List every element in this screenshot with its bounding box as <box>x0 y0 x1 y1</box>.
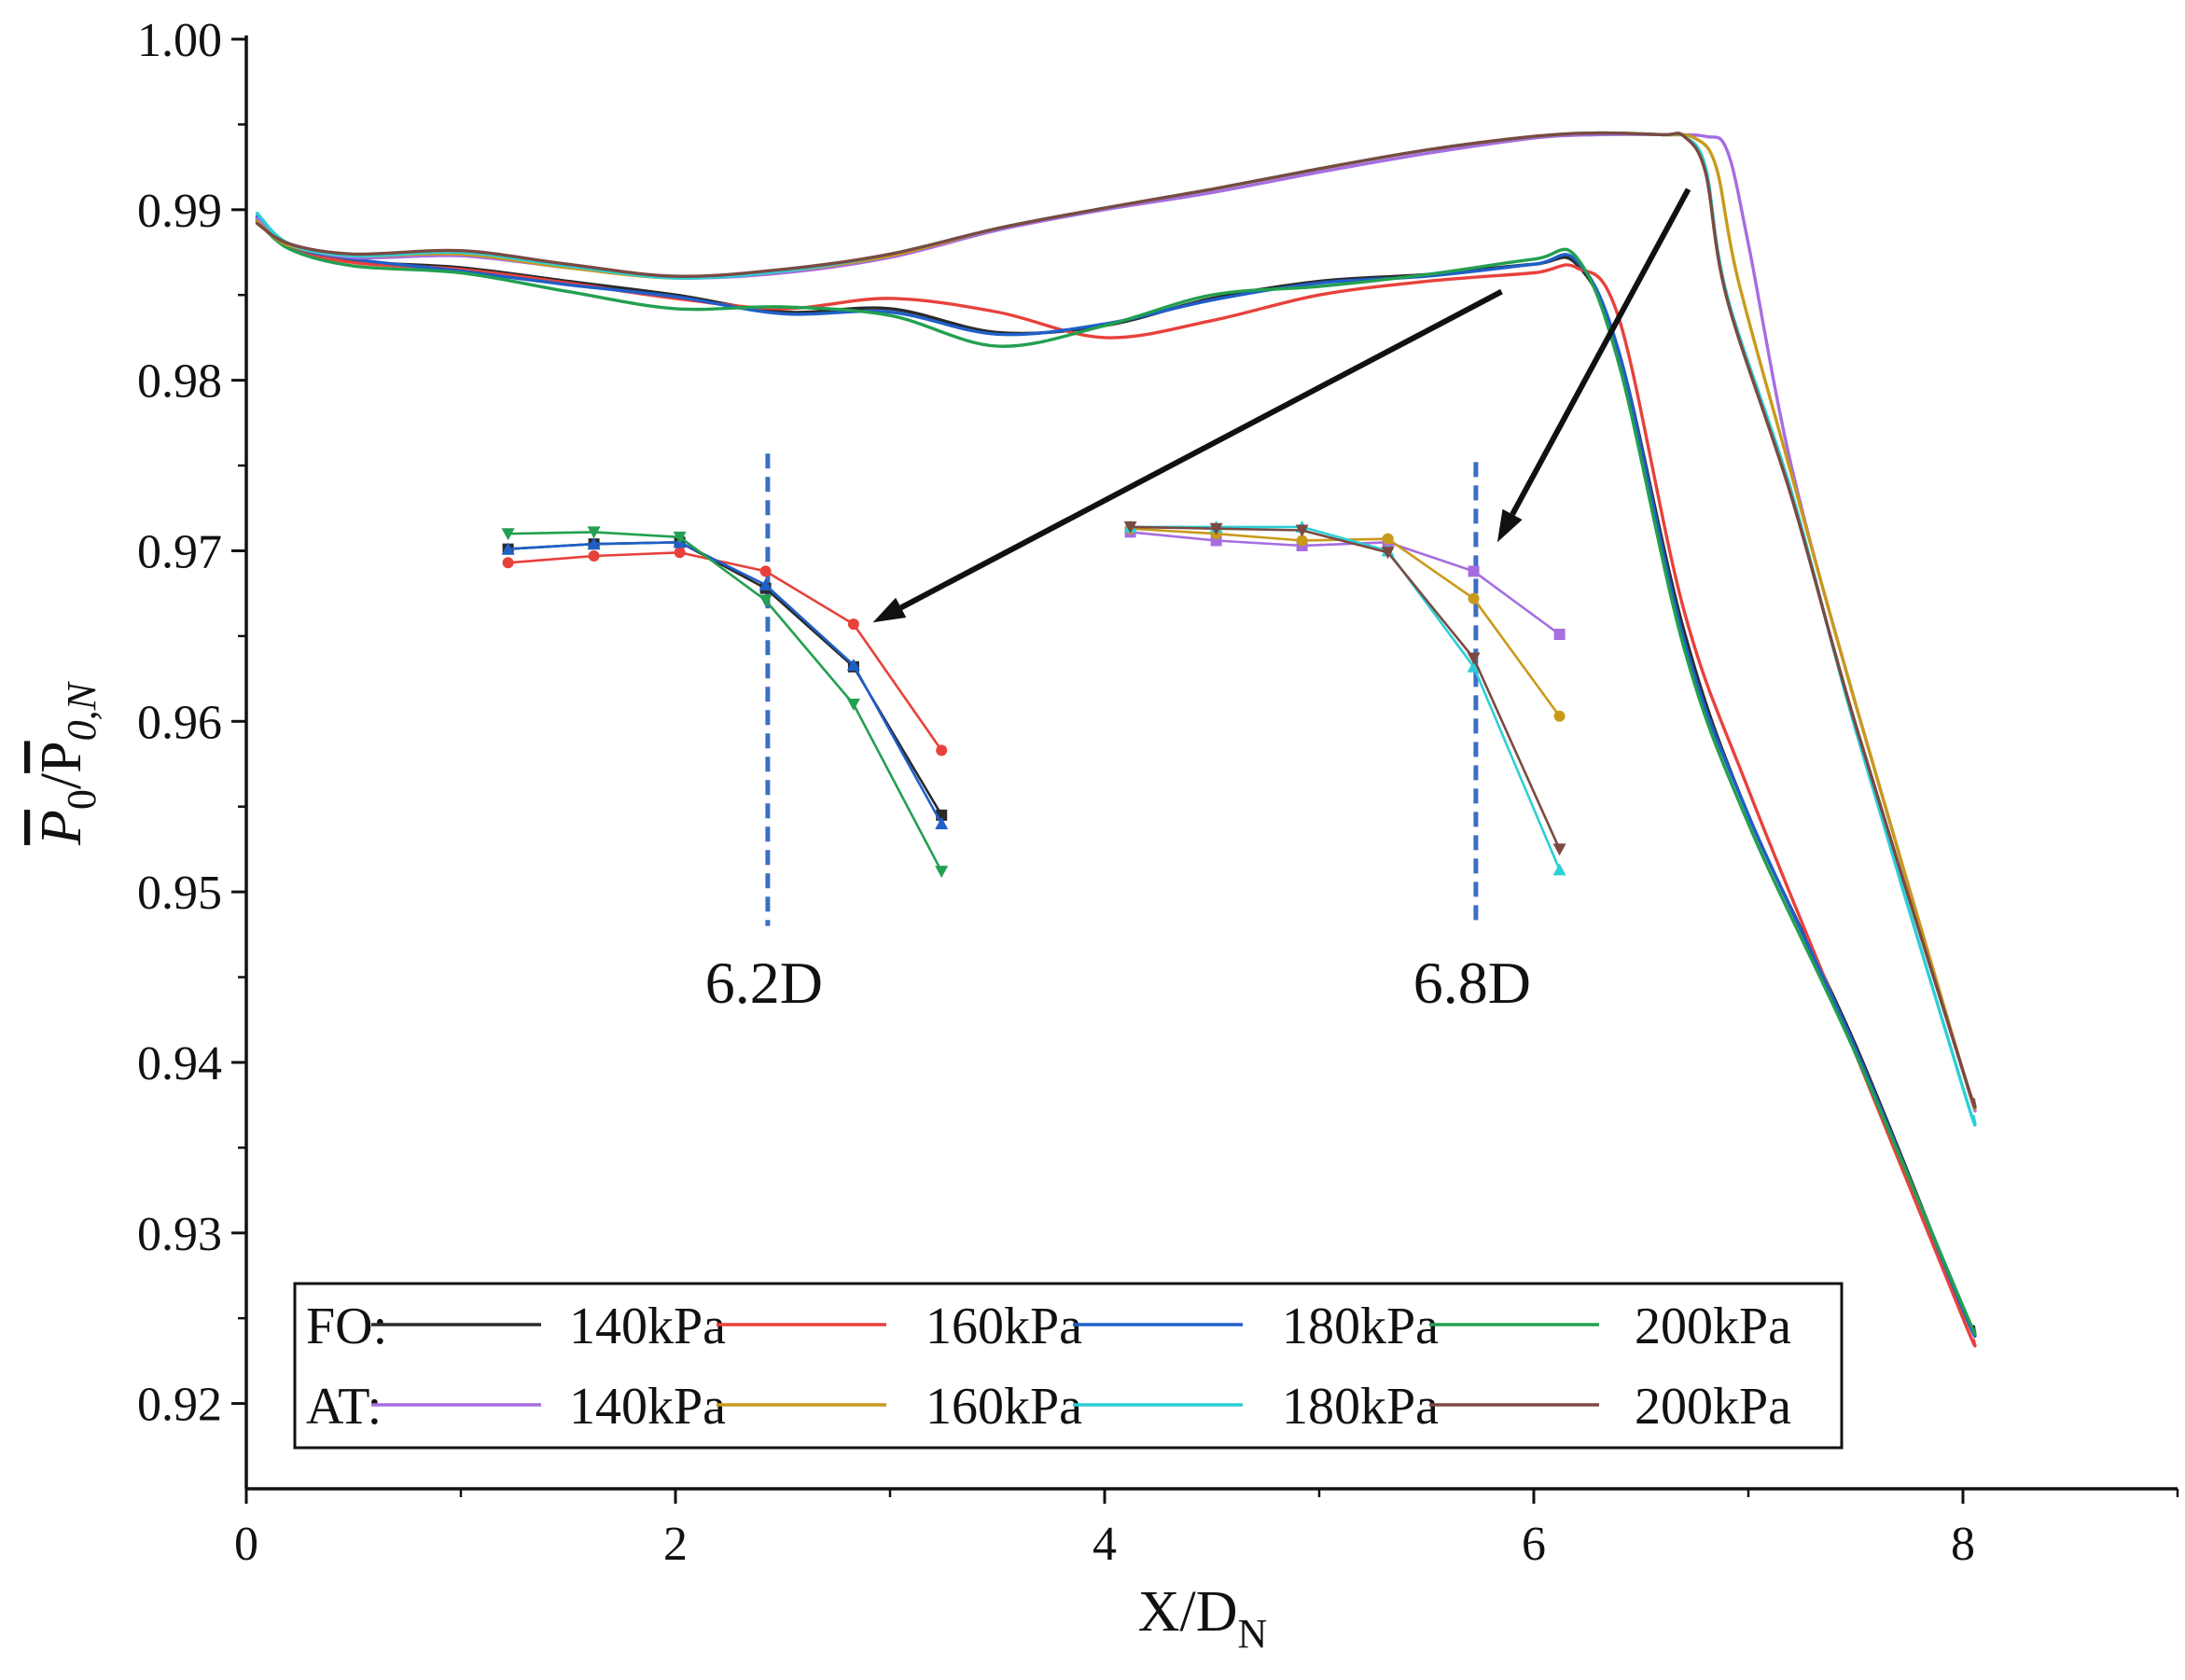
inset-label-6.8d: 6.8D <box>1413 950 1531 1016</box>
inset-marker-at-180kpa <box>1552 863 1566 876</box>
series-line-fo-140kpa <box>255 216 1977 1338</box>
inset-marker-fo-200kpa <box>846 699 860 712</box>
inset-label-6.2d: 6.2D <box>705 950 823 1016</box>
inset-marker-at-140kpa <box>1468 565 1480 577</box>
inset-6.2d: 6.2D <box>501 453 949 1016</box>
inset-marker-at-180kpa <box>1467 660 1481 673</box>
legend-entry-label: 180kPa <box>1282 1378 1439 1436</box>
legend-entry-label: 180kPa <box>1282 1298 1439 1355</box>
legend-entry-label: 200kPa <box>1635 1298 1791 1355</box>
y-tick-label: 0.99 <box>137 185 222 238</box>
x-tick-label: 0 <box>234 1518 258 1571</box>
legend-entry-label: 200kPa <box>1635 1378 1791 1436</box>
y-tick-label: 0.98 <box>137 355 222 409</box>
inset-marker-fo-200kpa <box>501 528 515 541</box>
inset-marker-at-200kpa <box>1381 547 1395 560</box>
inset-line-fo-200kpa <box>508 531 943 872</box>
arrow-head-1 <box>872 597 907 623</box>
inset-line-at-200kpa <box>1130 525 1561 850</box>
arrow-shaft-2 <box>1510 187 1691 516</box>
inset-marker-at-160kpa <box>1296 535 1308 547</box>
y-tick-label: 0.93 <box>137 1208 222 1261</box>
inset-line-at-180kpa <box>1130 525 1561 870</box>
inset-marker-at-200kpa <box>1209 522 1223 535</box>
inset-line-at-160kpa <box>1130 527 1561 717</box>
inset-marker-fo-160kpa <box>759 565 772 577</box>
y-label-slash: / <box>30 772 93 789</box>
inset-line-at-140kpa <box>1130 531 1561 636</box>
legend-group-label: FO: <box>306 1298 387 1355</box>
legend-box <box>293 1282 1844 1450</box>
y-label-den-main: P <box>30 741 93 772</box>
y-tick-label: 1.00 <box>137 14 222 67</box>
legend-group-label: AT: <box>306 1378 382 1436</box>
y-tick-label: 0.94 <box>137 1037 222 1090</box>
series-line-fo-200kpa <box>255 218 1977 1336</box>
legend-entry-label: 160kPa <box>925 1378 1082 1436</box>
inset-marker-fo-200kpa <box>587 526 601 539</box>
arrow-group <box>872 187 1691 623</box>
inset-marker-fo-200kpa <box>758 594 772 607</box>
inset-line-fo-160kpa <box>508 550 943 752</box>
inset-marker-fo-160kpa <box>674 547 686 559</box>
y-tick-label: 0.95 <box>137 867 222 920</box>
x-axis-label: X/DN <box>1138 1580 1268 1657</box>
y-label-num-main: P <box>30 810 93 846</box>
inset-marker-fo-200kpa <box>935 866 949 879</box>
y-tick-label: 0.97 <box>137 525 222 578</box>
y-tick-label: 0.92 <box>137 1379 222 1432</box>
inset-group: 6.2D 6.8D <box>501 453 1566 1016</box>
inset-line-fo-140kpa <box>508 540 943 816</box>
x-tick-label: 6 <box>1522 1518 1546 1571</box>
x-tick-label: 4 <box>1092 1518 1117 1571</box>
y-label-num-sub: 0 <box>59 789 104 810</box>
inset-marker-fo-160kpa <box>847 618 859 631</box>
legend-entry-label: 140kPa <box>569 1378 726 1436</box>
inset-marker-fo-180kpa <box>846 658 860 671</box>
inset-line-fo-180kpa <box>508 540 943 825</box>
y-axis-label: P0/P0,N <box>30 680 104 846</box>
inset-marker-fo-160kpa <box>588 549 600 562</box>
legend-entry-label: 140kPa <box>569 1298 726 1355</box>
inset-marker-at-160kpa <box>1382 533 1394 545</box>
legend: FO: 140kPa 160kPa 180kPa 200kPa AT: 140kPa 160k… <box>293 1282 1844 1450</box>
inset-marker-at-140kpa <box>1553 629 1566 641</box>
axes-group: 0.92 0.93 0.94 0.95 0.96 0.97 0.98 0.99 1.00 0 2 4 6… <box>30 14 2179 1657</box>
inset-marker-at-200kpa <box>1552 843 1566 856</box>
legend-entry-label: 160kPa <box>925 1298 1082 1355</box>
series-line-fo-180kpa <box>255 215 1977 1339</box>
inset-marker-fo-200kpa <box>673 531 687 544</box>
inset-marker-at-160kpa <box>1553 710 1566 722</box>
inset-marker-at-200kpa <box>1123 521 1137 534</box>
series-line-at-200kpa <box>255 131 1977 1109</box>
inset-marker-at-160kpa <box>1468 592 1480 604</box>
inset-6.8d: 6.8D <box>1123 462 1566 1016</box>
inset-marker-fo-180kpa <box>501 542 515 555</box>
inset-marker-fo-180kpa <box>587 537 601 550</box>
y-label-den-sub: 0,N <box>59 680 104 741</box>
x-axis-label-main: X/D <box>1138 1580 1238 1644</box>
inset-marker-fo-180kpa <box>758 578 772 591</box>
main-series-group <box>255 131 1977 1348</box>
inset-marker-fo-160kpa <box>936 744 948 757</box>
x-tick-label: 8 <box>1951 1518 1975 1571</box>
series-line-fo-160kpa <box>255 219 1977 1348</box>
y-tick-label: 0.96 <box>137 696 222 749</box>
inset-marker-at-200kpa <box>1295 524 1309 537</box>
arrow-shaft-1 <box>899 288 1503 611</box>
inset-marker-at-200kpa <box>1467 652 1481 665</box>
x-tick-label: 2 <box>663 1518 688 1571</box>
inset-marker-fo-160kpa <box>502 557 514 569</box>
inset-marker-fo-180kpa <box>935 816 949 829</box>
x-axis-label-sub: N <box>1238 1611 1268 1657</box>
arrow-head-2 <box>1496 508 1523 543</box>
